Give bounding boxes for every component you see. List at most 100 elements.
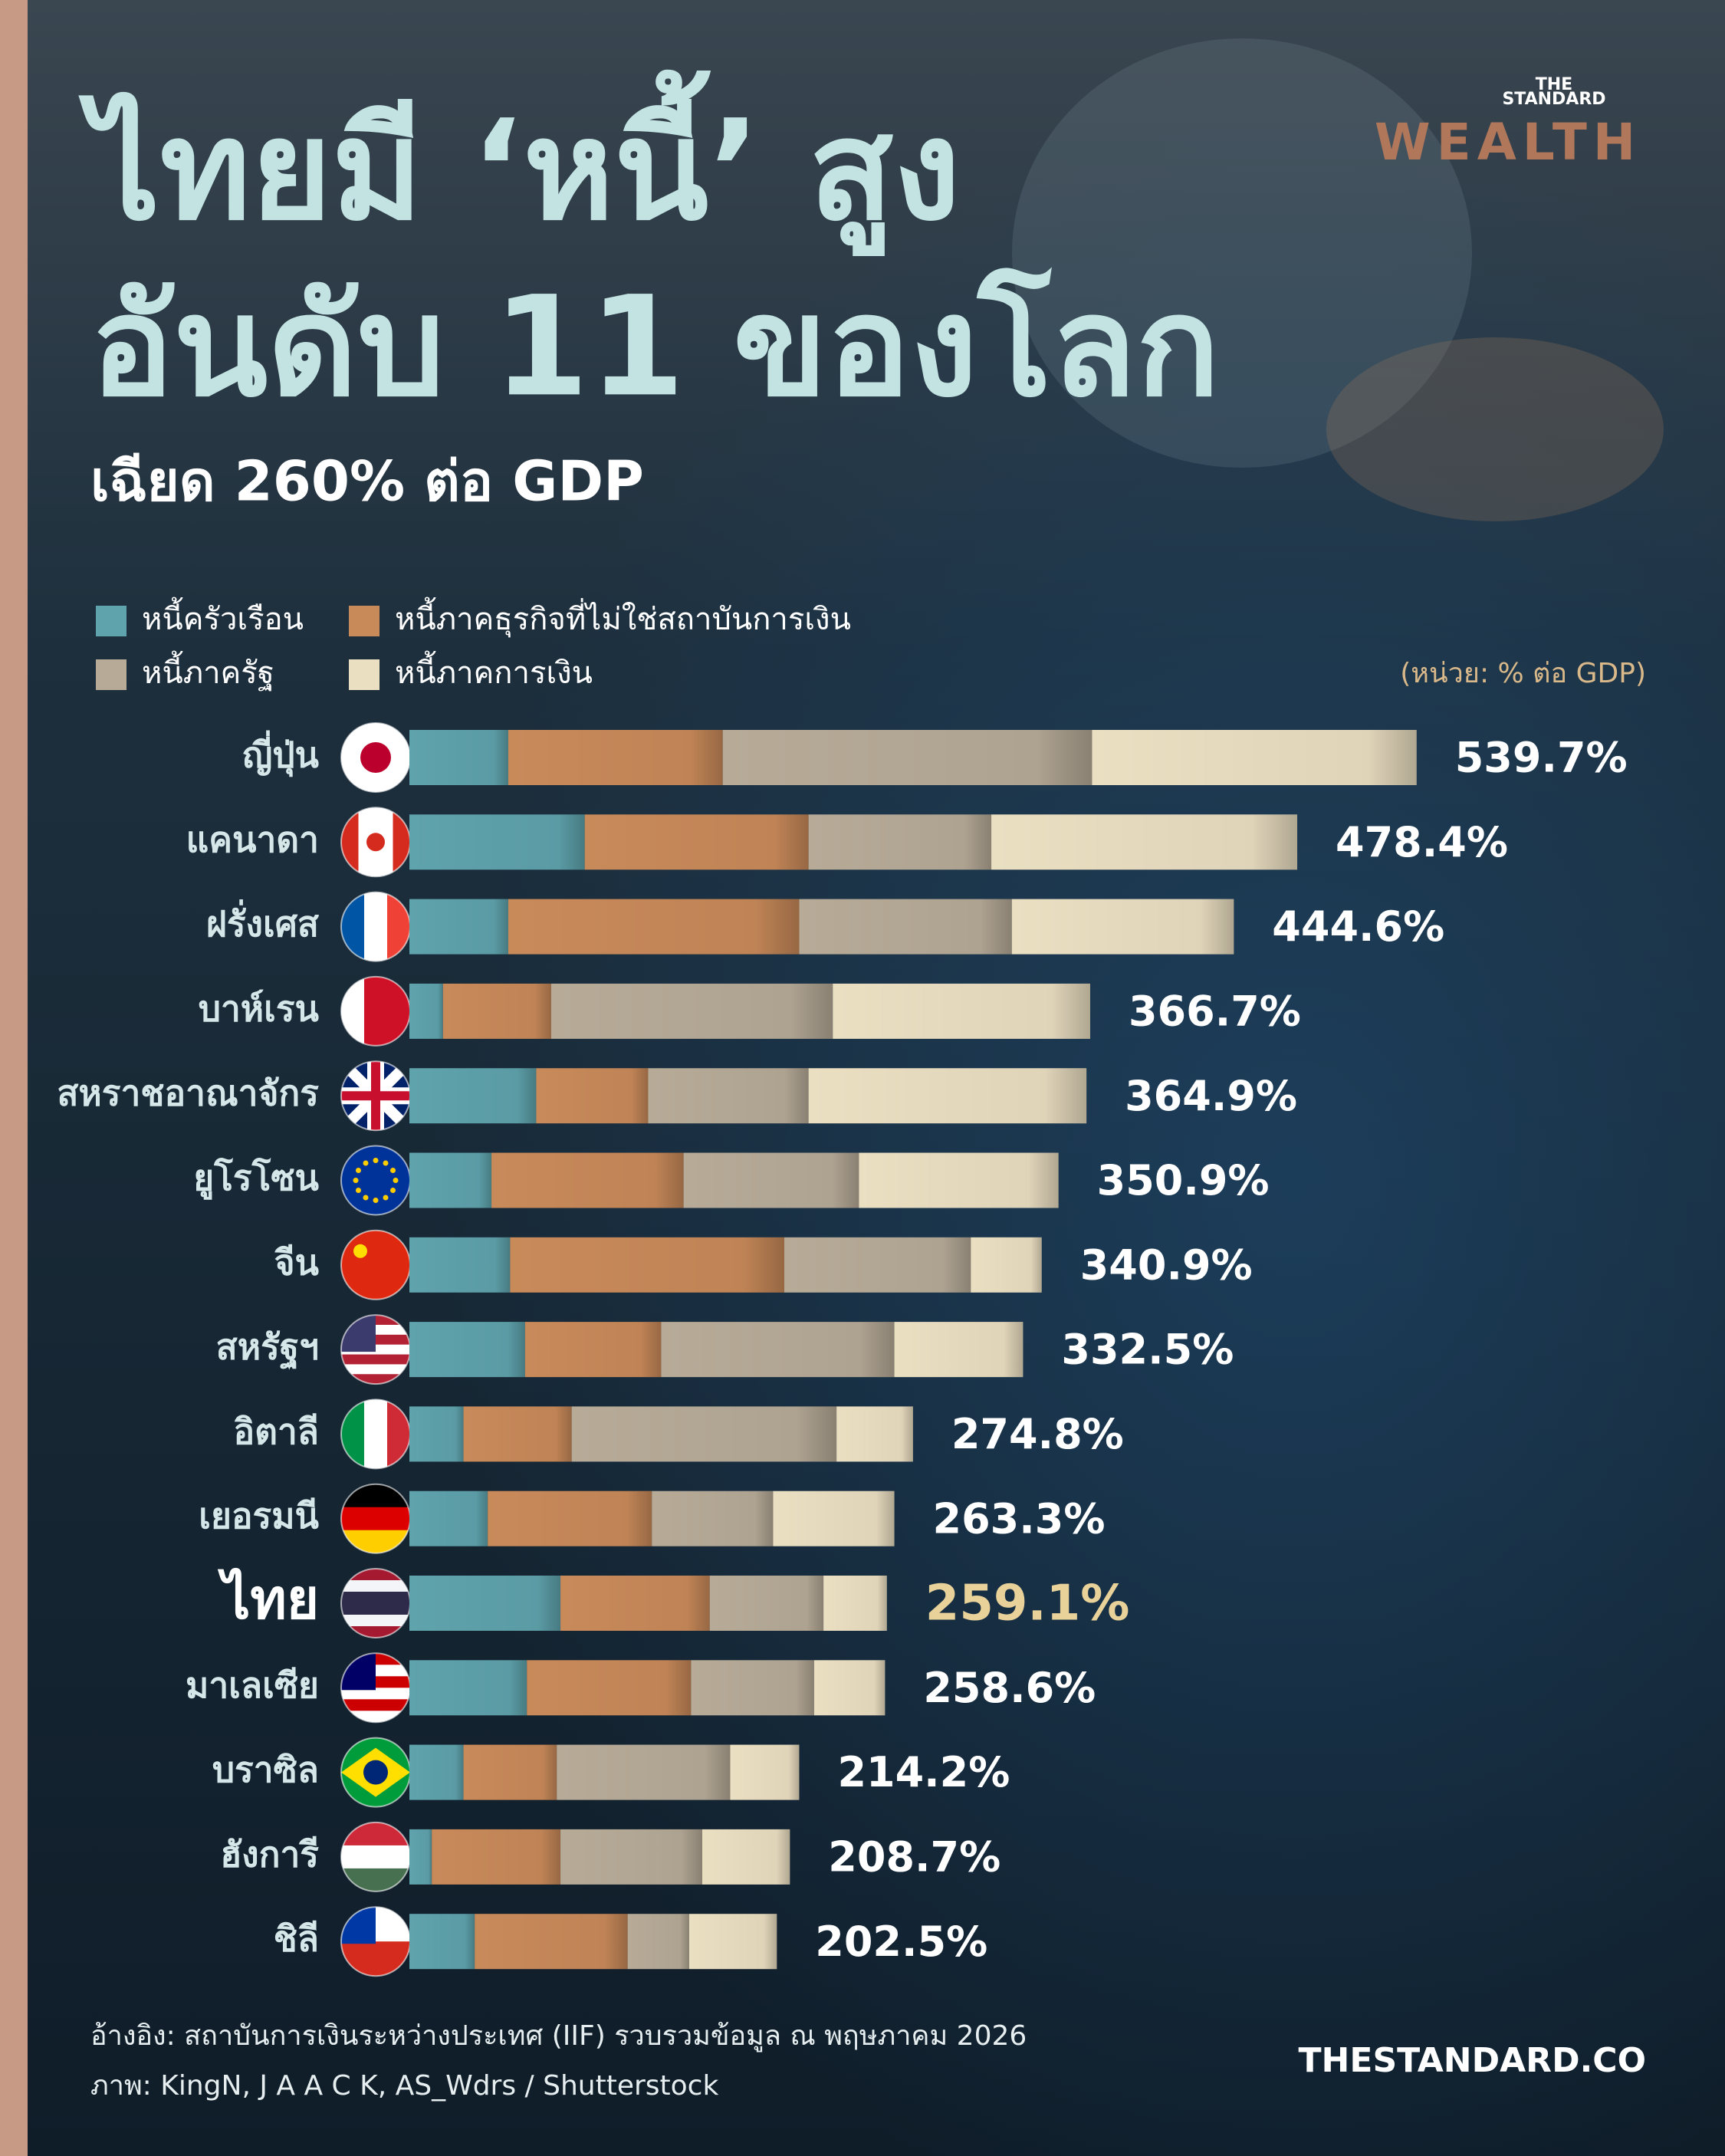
flag xyxy=(341,1907,410,1977)
bar-shade xyxy=(557,1744,731,1800)
bar-shade xyxy=(409,1660,527,1716)
flag-part xyxy=(353,1244,367,1258)
category-label: ฮังการี xyxy=(220,1833,319,1875)
total-label: 263.3% xyxy=(933,1494,1106,1543)
flag-part xyxy=(353,1178,359,1183)
bar-shade xyxy=(560,1829,702,1885)
bar-shade xyxy=(571,1406,837,1462)
bar-shade xyxy=(584,814,809,870)
bar-shade xyxy=(709,1576,824,1631)
bar-shade xyxy=(409,814,585,870)
category-label: ชิลี xyxy=(274,1918,319,1960)
bar-shade xyxy=(971,1237,1042,1293)
bar-shade xyxy=(722,730,1092,785)
total-label: 539.7% xyxy=(1455,734,1628,782)
bar-shade xyxy=(409,1744,464,1800)
legend-swatch xyxy=(349,606,380,636)
flag-part xyxy=(383,1160,389,1166)
category-label: บราซิล xyxy=(212,1749,319,1790)
bar-shade xyxy=(730,1744,800,1800)
category-label: แคนาดา xyxy=(186,819,319,860)
flag-part xyxy=(341,1603,410,1615)
category-label: ไทย xyxy=(217,1567,319,1632)
bar-shade xyxy=(491,1152,684,1208)
category-label: มาเลเซีย xyxy=(186,1665,319,1706)
bar-shade xyxy=(991,814,1298,870)
legend-swatch xyxy=(96,659,127,690)
category-label: ฝรั่งเศส xyxy=(206,899,320,945)
bar-shade xyxy=(475,1914,628,1970)
flag-part xyxy=(341,1688,410,1700)
bar-shade xyxy=(409,1914,475,1970)
bar-shade xyxy=(648,1068,809,1124)
total-label: 332.5% xyxy=(1061,1326,1234,1374)
total-label: 366.7% xyxy=(1129,988,1301,1036)
legend-swatch xyxy=(96,606,127,636)
bar-shade xyxy=(409,899,508,955)
flag-part xyxy=(341,1354,410,1365)
legend-label: หนี้ภาครัฐ xyxy=(142,650,274,692)
total-label: 444.6% xyxy=(1272,902,1444,951)
flag-part xyxy=(393,1178,399,1183)
bar-shade xyxy=(1011,899,1234,955)
category-label: สหรัฐฯ xyxy=(216,1326,319,1370)
flag-part xyxy=(364,892,388,961)
flag xyxy=(341,1399,410,1469)
logo-wealth: WEALTH xyxy=(1375,113,1641,172)
flag xyxy=(341,1315,410,1385)
bar-shade xyxy=(527,1660,692,1716)
flag-part xyxy=(364,1399,388,1469)
total-label: 478.4% xyxy=(1336,818,1508,866)
bar-shade xyxy=(409,1576,561,1631)
total-label: 208.7% xyxy=(828,1833,1001,1882)
category-label: บาห์เรน xyxy=(199,988,320,1029)
category-label: สหราชอาณาจักร xyxy=(57,1073,319,1114)
bar-shade xyxy=(409,1237,511,1293)
flag-part xyxy=(373,1198,379,1203)
bar-shade xyxy=(1092,730,1417,785)
flag-part xyxy=(341,1699,410,1711)
flag-part xyxy=(341,1615,410,1627)
coins-decoration xyxy=(1326,337,1664,521)
bar-shade xyxy=(409,1322,525,1378)
flag-part xyxy=(390,1168,396,1173)
flag-part xyxy=(364,976,388,1046)
flag-part xyxy=(341,1145,410,1215)
bar-shade xyxy=(773,1490,895,1546)
bar-shade xyxy=(409,1068,537,1124)
source-note: อ้างอิง: สถาบันการเงินระหว่างประเทศ (IIF… xyxy=(90,2020,1027,2052)
bar-shade xyxy=(833,983,1090,1039)
flag-part xyxy=(341,1592,410,1604)
total-label: 258.6% xyxy=(923,1664,1096,1712)
flag xyxy=(341,807,410,877)
flag xyxy=(341,1737,410,1807)
bar-shade xyxy=(784,1237,971,1293)
bar-shade xyxy=(463,1744,557,1800)
legend-label: หนี้ภาคการเงิน xyxy=(395,650,593,691)
bar-shade xyxy=(652,1490,774,1546)
bar-shade xyxy=(799,899,1012,955)
legend-label: หนี้ภาคธุรกิจที่ไม่ใช่สถาบันการเงิน xyxy=(395,597,851,638)
total-label: 202.5% xyxy=(815,1918,987,1966)
category-label: จีน xyxy=(274,1241,320,1283)
credits: ภาพ: KingN, J A A C K, AS_Wdrs / Shutter… xyxy=(90,2070,718,2102)
bar-shade xyxy=(894,1322,1024,1378)
flag-part xyxy=(366,833,385,852)
bar-shade xyxy=(702,1829,790,1885)
unit-note: (หน่วย: % ต่อ GDP) xyxy=(1400,658,1646,689)
flag-part xyxy=(363,1160,369,1166)
bar-shade xyxy=(409,1490,488,1546)
bar-shade xyxy=(836,1406,913,1462)
globe-decoration xyxy=(1012,38,1472,468)
bar-shade xyxy=(808,1068,1087,1124)
category-label: ญี่ปุ่น xyxy=(242,731,319,777)
bar-shade xyxy=(859,1152,1059,1208)
flag xyxy=(341,1061,410,1131)
legend-swatch xyxy=(349,659,380,690)
flag xyxy=(341,723,410,792)
flag-part xyxy=(341,1230,410,1300)
bar-shade xyxy=(510,1237,784,1293)
bar-shade xyxy=(691,1660,814,1716)
bar-shade xyxy=(550,983,833,1039)
bar-shade xyxy=(463,1406,572,1462)
